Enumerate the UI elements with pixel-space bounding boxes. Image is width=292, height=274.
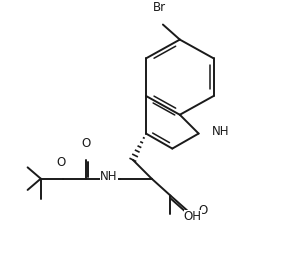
Text: Br: Br — [153, 1, 166, 14]
Text: O: O — [81, 138, 91, 150]
Text: NH: NH — [212, 125, 229, 138]
Text: O: O — [57, 156, 66, 169]
Text: O: O — [199, 204, 208, 217]
Text: NH: NH — [100, 170, 118, 183]
Text: OH: OH — [184, 210, 201, 223]
